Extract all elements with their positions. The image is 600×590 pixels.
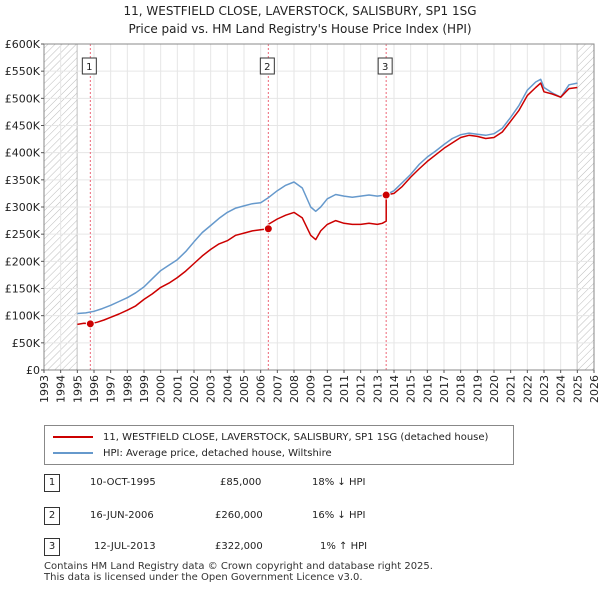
sale-marker-box	[81, 57, 97, 75]
x-tick-label: 1993	[38, 375, 51, 403]
transaction-badge: 2	[44, 507, 60, 525]
x-tick-label: 2010	[321, 375, 334, 403]
sale-point	[85, 319, 95, 329]
x-tick-label: 2008	[288, 375, 301, 403]
y-tick-label: £0	[26, 364, 40, 377]
x-tick-label: 2013	[371, 375, 384, 403]
sale-marker-label: 3	[382, 62, 388, 73]
x-tick-label: 2007	[271, 375, 284, 403]
transaction-price: £85,000	[220, 477, 262, 488]
transaction-price: £322,000	[215, 541, 263, 552]
x-tick-label: 2026	[588, 375, 600, 403]
y-tick-label: £500K	[5, 92, 41, 105]
sale-marker-label: 1	[86, 62, 92, 73]
transaction-hpi: 16% ↓ HPI	[312, 510, 366, 521]
transaction-date: 10-OCT-1995	[90, 477, 156, 488]
x-tick-label: 2004	[221, 375, 234, 403]
y-tick-label: £450K	[5, 120, 41, 133]
x-tick-label: 2024	[555, 375, 568, 403]
legend-item-property: 11, WESTFIELD CLOSE, LAVERSTOCK, SALISBU…	[53, 430, 488, 444]
x-tick-label: 1995	[71, 375, 84, 403]
transaction-row: 1 10-OCT-1995 £85,000 18% ↓ HPI	[44, 474, 444, 497]
transaction-hpi: 18% ↓ HPI	[312, 477, 366, 488]
x-tick-label: 2017	[438, 375, 451, 403]
legend: 11, WESTFIELD CLOSE, LAVERSTOCK, SALISBU…	[44, 425, 514, 465]
transaction-date: 16-JUN-2006	[90, 510, 154, 521]
x-tick-label: 2015	[405, 375, 418, 403]
transaction-row: 2 16-JUN-2006 £260,000 16% ↓ HPI	[44, 507, 444, 530]
chart-title-line2: Price paid vs. HM Land Registry's House …	[128, 22, 472, 36]
y-tick-label: £250K	[5, 228, 41, 241]
x-tick-label: 2025	[571, 375, 584, 403]
x-tick-label: 1997	[105, 375, 118, 403]
y-tick-label: £400K	[5, 147, 41, 160]
sale-marker-box	[259, 57, 275, 75]
x-tick-label: 1999	[138, 375, 151, 403]
y-tick-label: £300K	[5, 201, 41, 214]
y-tick-label: £550K	[5, 65, 41, 78]
x-tick-label: 2018	[455, 375, 468, 403]
x-tick-label: 2021	[505, 375, 518, 403]
y-tick-label: £600K	[5, 38, 41, 51]
x-tick-label: 1994	[55, 375, 68, 403]
x-tick-label: 2011	[338, 375, 351, 403]
transaction-row: 3 12-JUL-2013 £322,000 1% ↑ HPI	[44, 538, 444, 561]
footer-licence: This data is licensed under the Open Gov…	[44, 572, 363, 583]
y-tick-label: £150K	[5, 283, 41, 296]
x-tick-label: 2012	[355, 375, 368, 403]
sale-point	[381, 190, 391, 200]
x-tick-label: 2023	[538, 375, 551, 403]
x-tick-label: 2005	[238, 375, 251, 403]
footer-copyright: Contains HM Land Registry data © Crown c…	[44, 561, 433, 572]
sale-marker-box	[377, 57, 393, 75]
chart-title-line1: 11, WESTFIELD CLOSE, LAVERSTOCK, SALISBU…	[123, 4, 477, 18]
sale-marker-label: 2	[264, 62, 270, 73]
x-tick-label: 2001	[171, 375, 184, 403]
x-tick-label: 2016	[421, 375, 434, 403]
transaction-hpi: 1% ↑ HPI	[320, 541, 368, 552]
legend-swatch-property	[53, 436, 93, 438]
x-tick-label: 2006	[255, 375, 268, 403]
x-tick-label: 2022	[521, 375, 534, 403]
x-tick-label: 2000	[155, 375, 168, 403]
transaction-price: £260,000	[215, 510, 263, 521]
x-tick-label: 2009	[305, 375, 318, 403]
x-tick-label: 2002	[188, 375, 201, 403]
x-tick-label: 1998	[121, 375, 134, 403]
x-tick-label: 2020	[488, 375, 501, 403]
series-line-property	[77, 82, 578, 326]
legend-label-hpi: HPI: Average price, detached house, Wilt…	[103, 447, 332, 459]
y-tick-label: £100K	[5, 310, 41, 323]
x-tick-label: 2014	[388, 375, 401, 403]
x-tick-label: 2003	[205, 375, 218, 403]
transaction-badge: 1	[44, 474, 60, 492]
transaction-badge: 3	[44, 538, 60, 556]
chart-plot: 1 2 3 £0 £50K £100K £150K £200K £250K £300K £350K…	[5, 38, 600, 403]
x-tick-label: 1996	[88, 375, 101, 403]
legend-label-property: 11, WESTFIELD CLOSE, LAVERSTOCK, SALISBU…	[103, 431, 489, 443]
series-line-hpi	[77, 78, 578, 315]
legend-item-hpi: HPI: Average price, detached house, Wilt…	[53, 446, 332, 460]
y-tick-label: £350K	[5, 174, 41, 187]
sale-point	[263, 224, 273, 234]
x-tick-label: 2019	[471, 375, 484, 403]
y-tick-label: £50K	[12, 337, 41, 350]
y-tick-label: £200K	[5, 255, 41, 268]
legend-swatch-hpi	[53, 452, 93, 454]
transaction-date: 12-JUL-2013	[94, 541, 156, 552]
